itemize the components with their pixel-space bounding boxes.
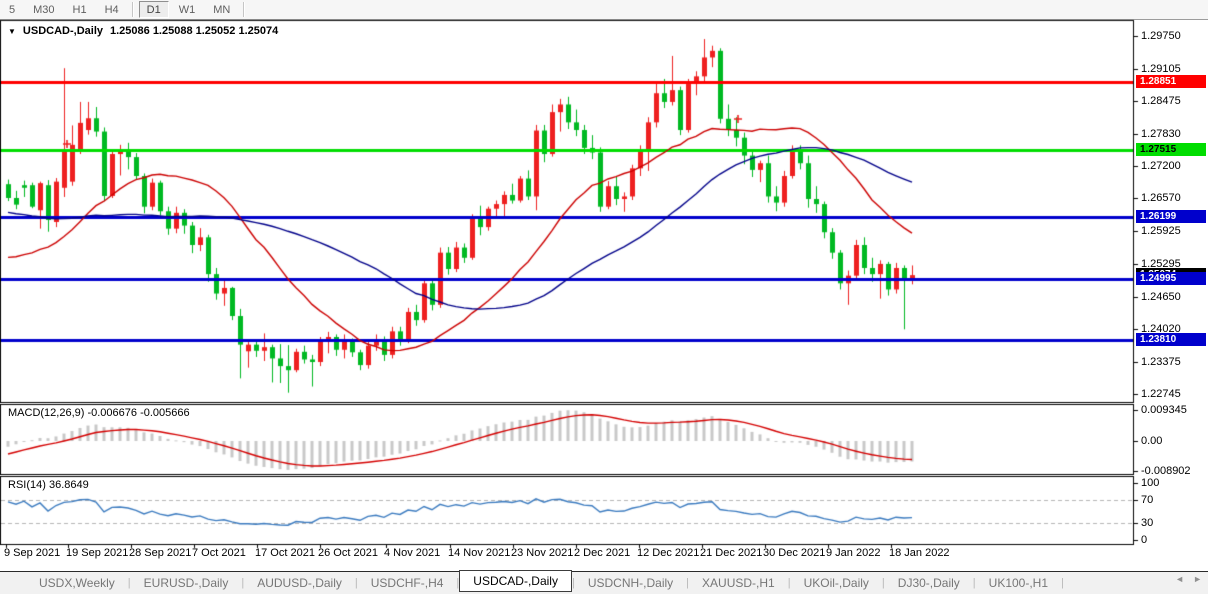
date-axis-label: 21 Dec 2021 — [700, 547, 763, 559]
date-axis-label: 18 Jan 2022 — [889, 547, 950, 559]
chart-tab-usdchf-[interactable]: USDCHF-,H4 — [370, 575, 444, 590]
tab-separator: | — [456, 577, 460, 589]
chart-tab-eurusd-[interactable]: EURUSD-,Daily — [143, 575, 229, 590]
scroll-right-icon[interactable]: ► — [1193, 574, 1202, 584]
date-axis-label: 2 Dec 2021 — [574, 547, 631, 559]
chart-tab-dj30-[interactable]: DJ30-,Daily — [897, 575, 960, 590]
indicator-axis-label: 100 — [1141, 477, 1160, 489]
price-axis-label: 1.25925 — [1141, 225, 1181, 238]
level-price-badge: 1.26199 — [1136, 210, 1206, 224]
price-axis-label: 1.24650 — [1141, 290, 1181, 303]
tab-separator: | — [127, 577, 131, 589]
tab-separator: | — [881, 577, 885, 589]
date-axis-label: 14 Nov 2021 — [448, 547, 511, 559]
chart-tab-bar: USDX,Weekly | EURUSD-,Daily | AUDUSD-,Daily |… — [0, 570, 1208, 594]
price-axis-label: 1.26570 — [1141, 192, 1181, 205]
date-axis-label: 23 Nov 2021 — [511, 547, 574, 559]
tab-separator: | — [972, 577, 976, 589]
price-axis-label: 1.22745 — [1141, 387, 1181, 400]
tab-separator: | — [354, 577, 358, 589]
tab-separator: | — [571, 577, 575, 589]
price-axis-label: 1.29105 — [1141, 62, 1181, 75]
date-axis-label: 4 Nov 2021 — [384, 547, 441, 559]
indicator-axis-label: 30 — [1141, 517, 1154, 529]
chart-tab-usdcnh-[interactable]: USDCNH-,Daily — [587, 575, 674, 590]
date-axis-label: 9 Jan 2022 — [826, 547, 881, 559]
tab-separator: | — [1061, 577, 1064, 589]
indicator-axis-label: 0.009345 — [1141, 404, 1187, 416]
level-price-badge: 1.24995 — [1136, 271, 1206, 285]
price-axis-label: 1.27200 — [1141, 160, 1181, 173]
price-axis-label: 1.28475 — [1141, 95, 1181, 108]
tab-separator: | — [686, 577, 690, 589]
indicator-axis-label: 0.00 — [1141, 435, 1163, 447]
symbol-dropdown-icon[interactable]: ▼ — [8, 26, 16, 36]
indicator-axis-label: 0 — [1141, 534, 1148, 546]
date-axis-label: 19 Sep 2021 — [66, 547, 129, 559]
level-price-badge: 1.27515 — [1136, 143, 1206, 157]
level-price-badge: 1.23810 — [1136, 332, 1206, 346]
date-axis-label: 9 Sep 2021 — [4, 547, 61, 559]
price-axis-label: 1.25295 — [1141, 257, 1181, 270]
chart-tab-usdcad-[interactable]: USDCAD-,Daily — [459, 570, 572, 592]
scroll-left-icon[interactable]: ◄ — [1175, 574, 1185, 584]
date-axis-label: 17 Oct 2021 — [255, 547, 315, 559]
price-axis-label: 1.24020 — [1141, 322, 1181, 335]
chart-tab-uk100-[interactable]: UK100-,H1 — [988, 575, 1049, 590]
price-axis-label: 1.27830 — [1141, 128, 1181, 141]
level-price-badge: 1.28851 — [1136, 74, 1206, 88]
price-axis-label: 1.23375 — [1141, 355, 1181, 368]
date-axis-label: 12 Dec 2021 — [637, 547, 700, 559]
date-axis-label: 28 Sep 2021 — [129, 547, 192, 559]
indicator-axis-label: -0.008902 — [1141, 465, 1191, 477]
chart-tab-ukoil-[interactable]: UKOil-,Daily — [803, 575, 869, 590]
date-axis-label: 7 Oct 2021 — [192, 547, 246, 559]
indicator-axis-label: 70 — [1141, 494, 1154, 506]
date-axis-label: 30 Dec 2021 — [763, 547, 826, 559]
tab-separator: | — [241, 577, 245, 589]
price-axis-label: 1.29750 — [1141, 30, 1181, 42]
date-axis-label: 26 Oct 2021 — [318, 547, 378, 559]
tab-separator: | — [787, 577, 791, 589]
tab-scroll-nav: ◄ ► — [1175, 574, 1202, 584]
chart-tab-usdx[interactable]: USDX,Weekly — [39, 575, 115, 590]
chart-tab-xauusd-[interactable]: XAUUSD-,H1 — [702, 575, 775, 590]
chart-tab-audusd-[interactable]: AUDUSD-,Daily — [257, 575, 342, 590]
